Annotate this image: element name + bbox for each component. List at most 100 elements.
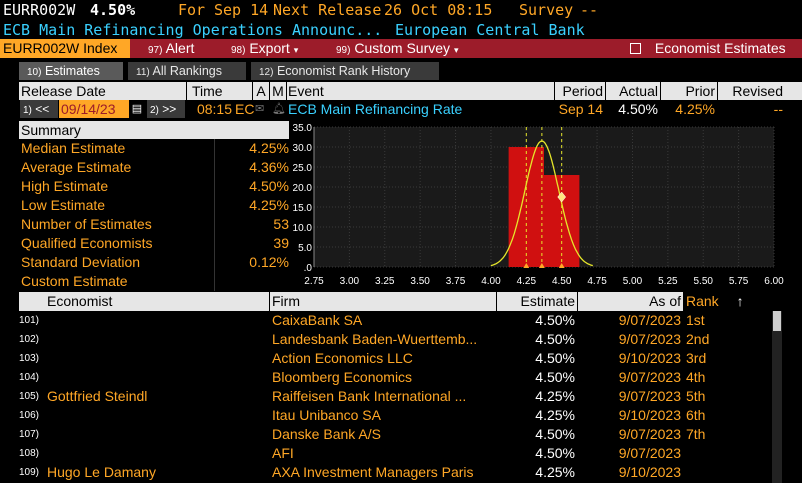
table-row[interactable]: 109) Hugo Le Damany AXA Investment Manager…: [19, 463, 802, 482]
current-value: 4.50%: [90, 1, 136, 19]
x-tick-label: 4.50: [552, 276, 572, 287]
x-tick-label: 5.00: [623, 276, 643, 287]
summary-label: Qualified Economists: [21, 235, 153, 251]
as-of-date: 9/07/2023: [618, 312, 681, 328]
firm-name: Bloomberg Economics: [272, 369, 413, 385]
calendar-icon[interactable]: ▤: [131, 103, 143, 115]
axis-marker: [558, 263, 565, 268]
estimate-value: 4.50%: [535, 312, 575, 328]
col-rank[interactable]: Rank ↑: [684, 292, 802, 311]
alert-button[interactable]: 97) Alert: [148, 39, 194, 58]
alert-icon[interactable]: ✉: [255, 103, 265, 115]
x-tick-label: 4.00: [481, 276, 501, 287]
firm-name: Action Economics LLC: [272, 350, 413, 366]
tab-label: Economist Rank History: [276, 64, 411, 78]
custom-survey-button[interactable]: 99) Custom Survey ▾: [336, 39, 458, 58]
prev-number: 1): [23, 105, 32, 116]
custom-survey-number: 99): [336, 45, 351, 56]
y-tick-label: 10.0: [293, 223, 313, 234]
as-of-date: 9/10/2023: [618, 407, 681, 423]
bell-icon[interactable]: 🔔︎: [272, 103, 286, 115]
rank-value: [686, 463, 766, 482]
economist-name: [47, 444, 269, 463]
table-row[interactable]: 106) Itau Unibanco SA 4.25% 9/10/2023 6th: [19, 406, 802, 425]
col-a[interactable]: A: [253, 82, 269, 100]
vertical-scrollbar[interactable]: [772, 311, 782, 483]
col-period[interactable]: Period: [555, 82, 605, 100]
economist-name: Gottfried Steindl: [47, 388, 148, 404]
col-economist[interactable]: Economist: [19, 292, 269, 311]
col-as-of[interactable]: As of: [578, 292, 683, 311]
index-selector[interactable]: EURR002W Index: [0, 39, 130, 58]
y-tick-label: 25.0: [293, 163, 313, 174]
col-release-date[interactable]: Release Date: [19, 82, 186, 100]
summary-row-high: High Estimate 4.50%: [19, 177, 289, 196]
export-button[interactable]: 98) Export ▾: [231, 39, 298, 58]
estimate-value: 4.25%: [535, 407, 575, 423]
summary-label: Standard Deviation: [21, 254, 141, 270]
sort-arrow-icon[interactable]: ↑: [736, 293, 744, 309]
event-revised: --: [773, 101, 783, 117]
firm-name: Raiffeisen Bank International ...: [272, 388, 467, 404]
tab-label: Estimates: [44, 64, 100, 78]
economist-estimates-button[interactable]: Economist Estimates: [630, 39, 786, 58]
next-date-button[interactable]: 2) >>: [147, 100, 185, 118]
as-of-date: 9/07/2023: [618, 369, 681, 385]
as-of-date: 9/07/2023: [618, 426, 681, 442]
col-actual[interactable]: Actual: [606, 82, 660, 100]
economist-name: Hugo Le Damany: [47, 464, 156, 480]
col-prior[interactable]: Prior: [661, 82, 717, 100]
event-name[interactable]: ECB Main Refinancing Rate: [288, 101, 463, 117]
col-event[interactable]: Event: [287, 82, 554, 100]
table-row[interactable]: 108) AFI 4.50% 9/07/2023: [19, 444, 802, 463]
table-row[interactable]: 102) Landesbank Baden-Wuerttemb... 4.50% 9/…: [19, 330, 802, 349]
col-estimate[interactable]: Estimate: [497, 292, 577, 311]
x-tick-label: 3.50: [410, 276, 430, 287]
summary-row-custom[interactable]: Custom Estimate: [19, 272, 289, 291]
summary-value: 4.25%: [249, 140, 289, 156]
economist-name: [47, 349, 269, 368]
row-number: 104): [19, 372, 40, 383]
summary-row-low: Low Estimate 4.25%: [19, 196, 289, 215]
toolbar: EURR002W Index 97) Alert 98) Export ▾ 99…: [0, 39, 802, 58]
rank-value: [686, 444, 766, 463]
summary-label: Number of Estimates: [21, 216, 152, 232]
scrollbar-thumb[interactable]: [773, 311, 781, 331]
estimate-value: 4.50%: [535, 369, 575, 385]
next-release-label: Next Release: [273, 1, 382, 19]
row-number: 103): [19, 353, 40, 364]
axis-marker: [523, 263, 530, 268]
y-tick-label: 20.0: [293, 183, 313, 194]
estimate-value: 4.50%: [535, 445, 575, 461]
economist-name: [47, 425, 269, 444]
release-date-input[interactable]: 09/14/23: [59, 100, 129, 118]
economist-table-body: 101) CaixaBank SA 4.50% 9/07/2023 1st 102) Lan…: [19, 311, 802, 483]
col-firm[interactable]: Firm: [270, 292, 496, 311]
as-of-date: 9/07/2023: [618, 388, 681, 404]
table-row[interactable]: 107) Danske Bank A/S 4.50% 9/07/2023 7th: [19, 425, 802, 444]
row-number: 102): [19, 334, 40, 345]
table-row[interactable]: 105) Gottfried Steindl Raiffeisen Bank Int…: [19, 387, 802, 406]
col-time[interactable]: Time: [187, 82, 252, 100]
rank-value: 7th: [686, 426, 706, 442]
firm-name: Danske Bank A/S: [272, 426, 381, 442]
release-time: 08:15: [196, 101, 232, 117]
summary-value: 4.50%: [249, 178, 289, 194]
prev-date-button[interactable]: 1) <<: [20, 100, 58, 118]
tab-all-rankings[interactable]: 11) All Rankings: [128, 62, 246, 80]
economist-name: [47, 330, 269, 349]
summary-label: Custom Estimate: [21, 273, 128, 289]
table-row[interactable]: 101) CaixaBank SA 4.50% 9/07/2023 1st: [19, 311, 802, 330]
firm-name: CaixaBank SA: [272, 312, 363, 328]
row-number: 101): [19, 315, 40, 326]
tab-economist-rank-history[interactable]: 12) Economist Rank History: [251, 62, 439, 80]
col-m[interactable]: M: [270, 82, 286, 100]
table-row[interactable]: 104) Bloomberg Economics 4.50% 9/07/2023 4th: [19, 368, 802, 387]
row-number: 106): [19, 410, 40, 421]
estimate-distribution-chart: 35.0 30.0 25.0 20.0 15.0 10.0 5.0 .0 2.75 3.00 3.2…: [290, 121, 802, 291]
alert-number: 97): [148, 45, 163, 56]
table-row[interactable]: 103) Action Economics LLC 4.50% 9/10/2023 3r…: [19, 349, 802, 368]
tab-label: All Rankings: [152, 64, 222, 78]
tab-estimates[interactable]: 10) Estimates: [19, 62, 123, 80]
col-revised[interactable]: Revised: [718, 82, 802, 100]
